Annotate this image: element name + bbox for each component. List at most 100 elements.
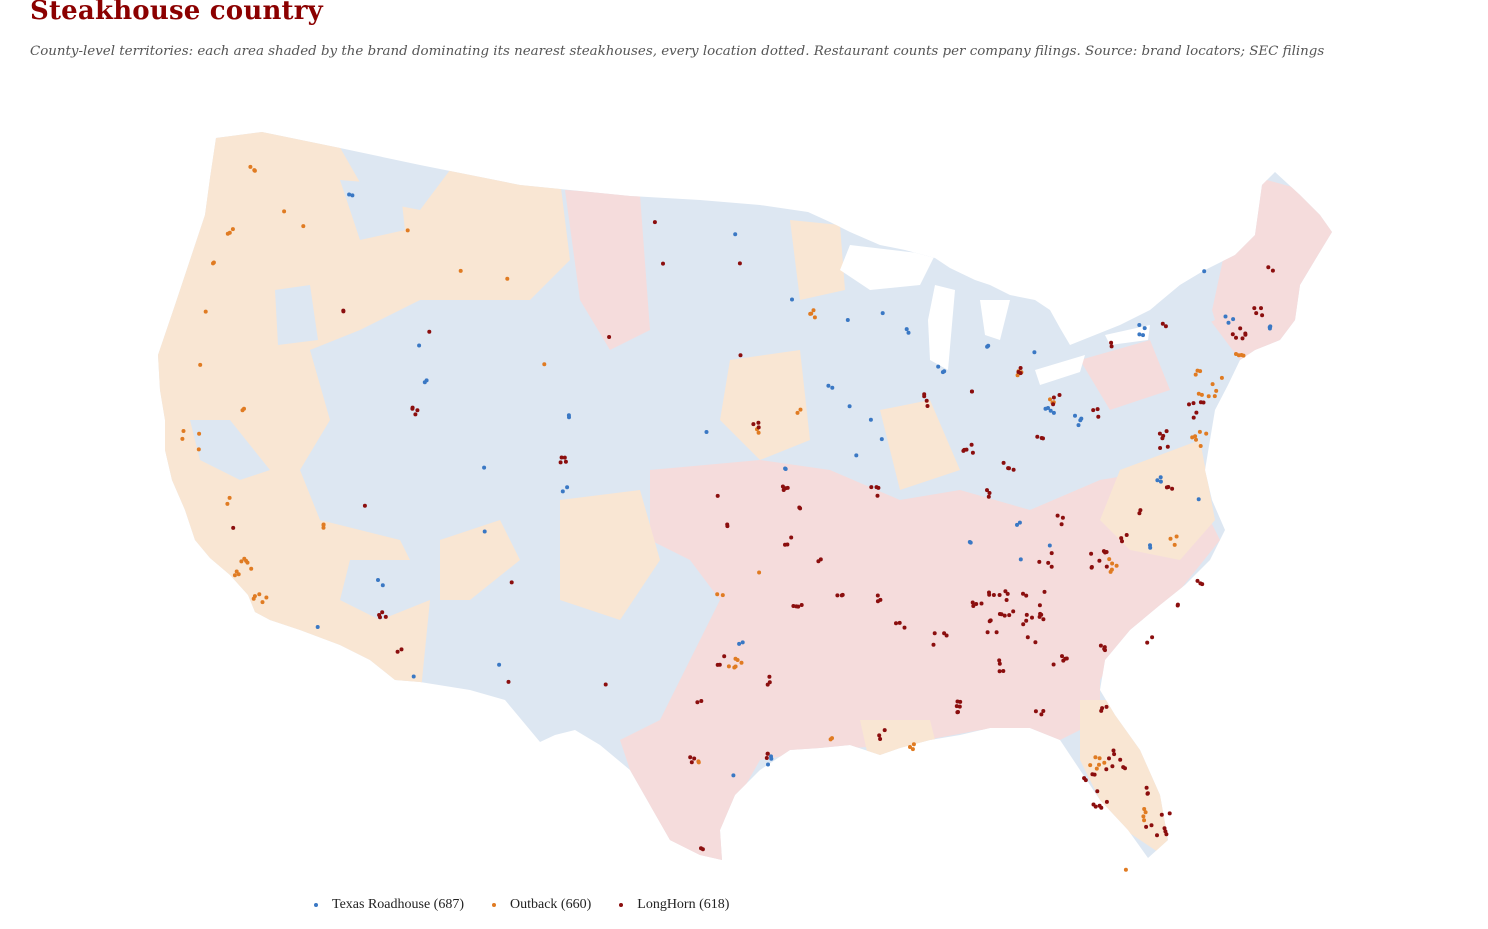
location-dot: [1025, 635, 1030, 640]
location-dot: [720, 593, 725, 598]
location-dot: [722, 654, 727, 659]
location-dot: [902, 625, 907, 630]
location-dot: [227, 495, 232, 500]
location-dot: [986, 494, 991, 499]
location-dot: [798, 506, 803, 511]
location-dot: [1047, 543, 1052, 548]
location-dot: [1048, 397, 1052, 402]
location-dot: [1057, 393, 1062, 397]
location-dot: [1163, 829, 1168, 834]
texas-roadhouse-locations: [315, 192, 1273, 778]
location-dot: [1051, 402, 1056, 407]
location-dot: [1198, 444, 1203, 448]
location-dot: [239, 559, 244, 564]
location-dot: [751, 422, 756, 427]
location-dot: [1037, 559, 1042, 564]
location-dot: [242, 406, 246, 411]
location-dot: [180, 436, 185, 441]
location-dot: [1199, 392, 1204, 397]
location-dot: [1096, 414, 1101, 419]
location-dot: [839, 593, 844, 598]
location-dot: [942, 631, 947, 636]
location-dot: [790, 297, 794, 302]
legend-dot-orange: [492, 903, 496, 907]
location-dot: [1162, 826, 1167, 831]
location-dot: [1214, 388, 1219, 393]
location-dot: [1238, 326, 1243, 331]
location-dot: [257, 592, 262, 597]
location-dot: [542, 362, 547, 367]
location-dot: [997, 661, 1002, 666]
location-dot: [692, 756, 697, 761]
location-dot: [868, 417, 873, 422]
location-dot: [248, 164, 253, 169]
legend-item-outback: Outback (660): [492, 897, 591, 913]
location-dot: [931, 642, 936, 647]
location-dot: [1102, 645, 1107, 650]
location-dot: [1021, 622, 1026, 627]
location-dot: [979, 601, 984, 606]
location-dot: [1165, 444, 1170, 449]
location-dot: [1160, 321, 1165, 326]
location-dot: [1042, 589, 1047, 594]
location-dot: [812, 315, 817, 320]
location-dot: [985, 488, 989, 493]
location-dot: [1015, 522, 1019, 527]
location-dot: [1120, 539, 1124, 544]
location-dot: [1037, 603, 1042, 608]
location-dot: [652, 220, 657, 225]
location-dot: [875, 593, 880, 598]
location-dot: [197, 431, 202, 436]
location-dot: [1254, 311, 1259, 316]
location-dot: [1164, 485, 1169, 490]
location-dot: [874, 485, 879, 490]
location-dot: [1039, 712, 1044, 717]
location-dot: [347, 192, 352, 197]
location-dot: [321, 522, 326, 527]
location-dot: [1011, 467, 1016, 472]
location-dot: [1160, 436, 1165, 441]
longhorn-locations: [231, 220, 1275, 852]
location-dot: [785, 542, 790, 547]
location-dot: [1144, 785, 1149, 790]
map-title: Steakhouse country: [30, 0, 323, 26]
location-dot: [1110, 764, 1115, 769]
location-dot: [796, 604, 801, 609]
location-dot: [738, 353, 743, 358]
territory-shading: [158, 132, 1332, 860]
location-dot: [196, 447, 201, 452]
location-dot: [1110, 561, 1115, 566]
location-dot: [1155, 478, 1160, 483]
location-dot: [1093, 755, 1098, 760]
location-dot: [1089, 565, 1094, 569]
location-dot: [1194, 410, 1199, 415]
location-dot: [1111, 748, 1116, 753]
location-dot: [1060, 515, 1065, 520]
location-dot: [1158, 446, 1163, 450]
location-dot: [818, 557, 823, 562]
location-dot: [376, 578, 380, 582]
location-dot: [380, 610, 385, 615]
location-dot: [936, 364, 941, 369]
location-dot: [1107, 756, 1111, 761]
location-dot: [1109, 344, 1114, 349]
location-dot: [1007, 466, 1011, 471]
location-dot: [1119, 536, 1124, 541]
location-dot: [411, 674, 416, 679]
location-dot: [1142, 326, 1147, 331]
location-dot: [735, 658, 740, 662]
location-dot: [715, 592, 720, 597]
location-dot: [458, 268, 463, 273]
location-dot: [1148, 545, 1153, 550]
location-dot: [1196, 391, 1201, 396]
location-dot: [1001, 460, 1006, 465]
location-dot: [661, 261, 665, 266]
location-dot: [1043, 406, 1048, 411]
location-dot: [1021, 591, 1025, 596]
location-dot: [1121, 765, 1126, 770]
location-dot: [1097, 762, 1101, 767]
location-dot: [378, 615, 382, 620]
location-dot: [1219, 375, 1224, 380]
location-dot: [1004, 598, 1009, 602]
